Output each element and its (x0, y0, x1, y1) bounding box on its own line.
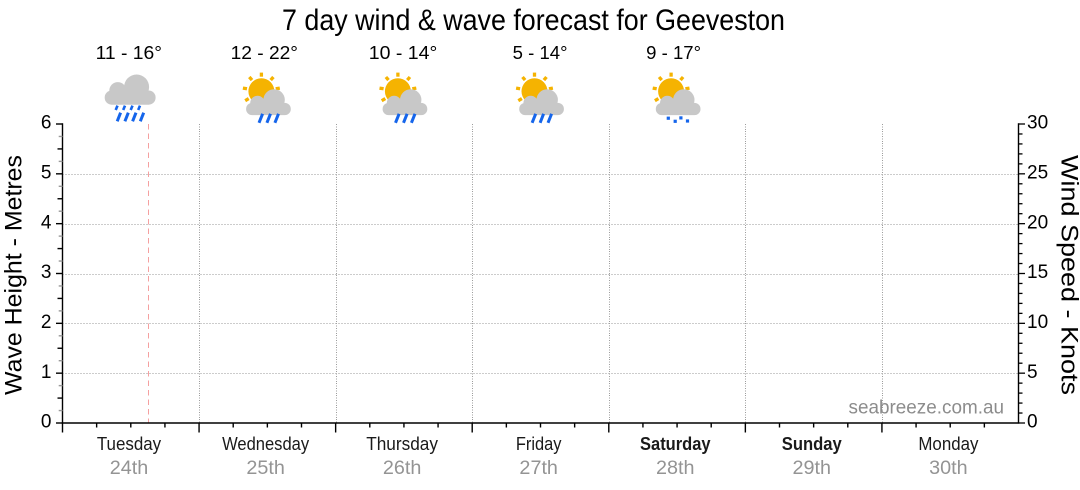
svg-text:7 day wind & wave forecast for: 7 day wind & wave forecast for Geeveston (282, 4, 785, 37)
svg-text:6: 6 (41, 113, 52, 134)
svg-text:2: 2 (41, 312, 52, 333)
svg-text:26th: 26th (383, 457, 422, 479)
svg-text:Thursday: Thursday (366, 434, 439, 454)
svg-text:5: 5 (1027, 362, 1038, 383)
svg-text:12 - 22°: 12 - 22° (231, 43, 298, 63)
svg-text:30: 30 (1027, 113, 1048, 134)
svg-text:10 - 14°: 10 - 14° (369, 43, 438, 63)
svg-text:Monday: Monday (918, 434, 979, 454)
svg-text:25: 25 (1027, 163, 1048, 184)
svg-text:24th: 24th (110, 457, 149, 479)
svg-text:Wave Height - Metres: Wave Height - Metres (1, 155, 28, 395)
svg-text:29th: 29th (793, 457, 832, 479)
svg-text:4: 4 (41, 212, 52, 233)
svg-text:27th: 27th (519, 457, 558, 479)
svg-text:0: 0 (41, 412, 52, 433)
svg-text:11 - 16°: 11 - 16° (96, 43, 162, 63)
svg-text:5 - 14°: 5 - 14° (513, 43, 568, 63)
svg-text:0: 0 (1027, 412, 1038, 433)
svg-text:5: 5 (41, 163, 52, 184)
svg-text:Saturday: Saturday (640, 434, 711, 454)
svg-text:3: 3 (41, 262, 52, 283)
svg-text:30th: 30th (929, 457, 968, 479)
svg-text:Tuesday: Tuesday (97, 434, 162, 454)
svg-text:28th: 28th (656, 457, 695, 479)
svg-text:20: 20 (1027, 212, 1048, 233)
svg-text:9 - 17°: 9 - 17° (646, 43, 701, 63)
svg-text:seabreeze.com.au: seabreeze.com.au (849, 397, 1005, 419)
svg-text:Wind Speed - Knots: Wind Speed - Knots (1056, 155, 1080, 395)
svg-text:15: 15 (1027, 262, 1048, 283)
svg-text:25th: 25th (246, 457, 285, 479)
svg-text:1: 1 (41, 362, 52, 383)
svg-text:Wednesday: Wednesday (222, 434, 310, 454)
svg-text:Sunday: Sunday (782, 434, 843, 454)
svg-text:10: 10 (1027, 312, 1048, 333)
svg-text:Friday: Friday (516, 434, 562, 454)
